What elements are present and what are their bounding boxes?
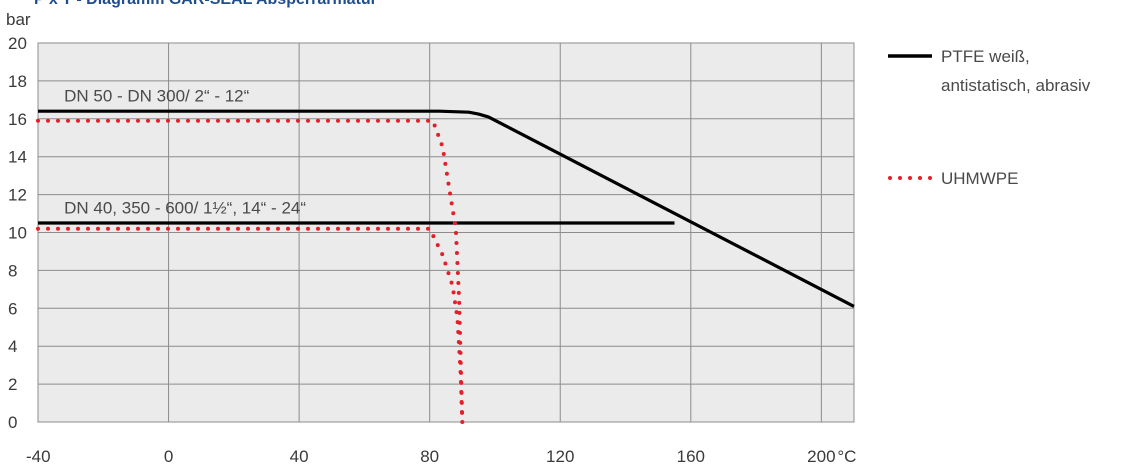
y-tick-label: 14: [8, 148, 27, 167]
legend: PTFE weiß, antistatisch, abrasiv UHMWPE: [888, 47, 1091, 188]
series-line: [38, 109, 855, 308]
y-tick-label: 4: [8, 337, 17, 356]
x-tick-label: 120: [546, 447, 574, 466]
y-tick-label: 20: [8, 34, 27, 53]
y-tick-label: 0: [8, 413, 17, 432]
x-tick-label: 40: [290, 447, 309, 466]
series-annotation: DN 50 - DN 300/ 2“ - 12“: [64, 87, 250, 106]
x-axis-unit-label: °C: [837, 447, 856, 466]
chart-title: P x T - Diagramm GAR-SEAL Absperrarmatur: [34, 0, 377, 8]
x-tick-label: 160: [677, 447, 705, 466]
legend-label: antistatisch, abrasiv: [941, 76, 1091, 95]
y-tick-label: 16: [8, 110, 27, 129]
y-tick-label: 18: [8, 72, 27, 91]
plot-area: 0 2 4 6 8 10 12 14 16 18 20 -40 0 40 80 120 160 200 °C DN 5…: [8, 34, 856, 466]
plot-frame: [37, 42, 855, 423]
x-tick-label: 80: [420, 447, 439, 466]
legend-label: UHMWPE: [941, 169, 1018, 188]
y-tick-label: 6: [8, 299, 17, 318]
x-tick-label: -40: [26, 447, 51, 466]
y-tick-label: 8: [8, 261, 17, 280]
legend-label: PTFE weiß,: [941, 47, 1030, 66]
y-tick-label: 12: [8, 186, 27, 205]
x-tick-label: 0: [164, 447, 173, 466]
series-annotation: DN 40, 350 - 600/ 1½“, 14“ - 24“: [64, 199, 306, 218]
y-tick-label: 10: [8, 224, 27, 243]
x-tick-label: 200: [807, 447, 835, 466]
y-tick-label: 2: [8, 375, 17, 394]
series-line: [36, 226, 465, 424]
y-axis-unit-label: bar: [6, 10, 31, 29]
